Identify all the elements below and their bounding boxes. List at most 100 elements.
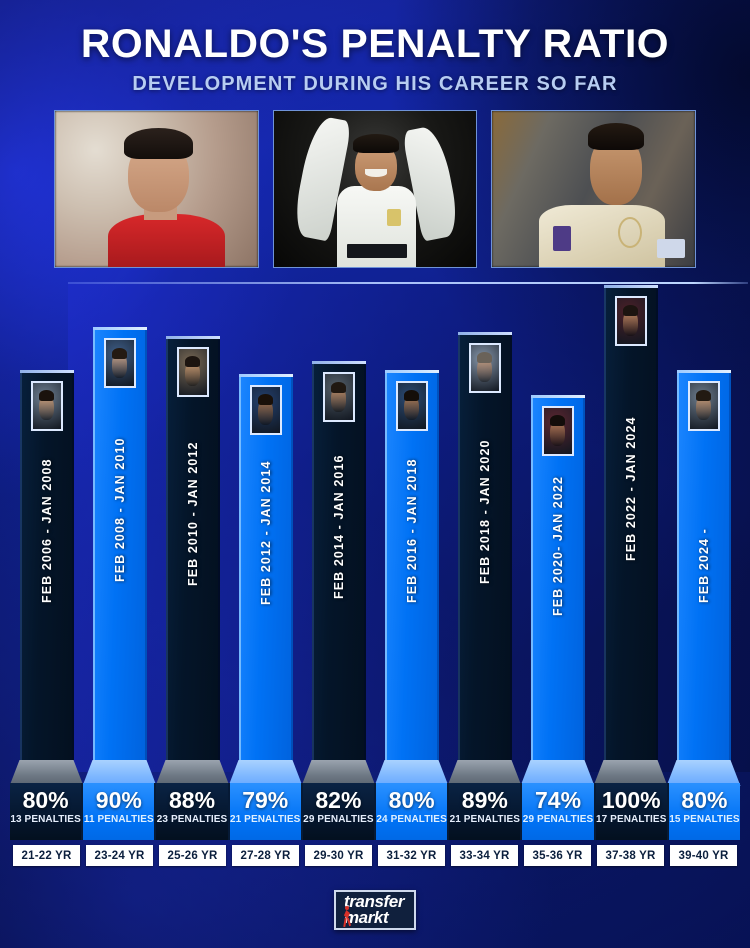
age-cell: 37-38 YR	[594, 845, 667, 866]
value-cell-23-24-yr[interactable]: 90% 11 PENALTIES	[81, 783, 155, 840]
bar-edge-l	[238, 376, 241, 760]
age-range-box[interactable]: 33-34 YR	[451, 845, 518, 866]
age-cell: 33-34 YR	[448, 845, 521, 866]
age-range-box[interactable]: 31-32 YR	[378, 845, 445, 866]
bar-top-cap	[603, 285, 658, 288]
photo-young-manchester-united	[54, 110, 259, 268]
bar-edge-r	[582, 398, 585, 760]
bar-shaft	[603, 288, 658, 760]
thumbnail-face	[331, 386, 346, 412]
value-cell-33-34-yr[interactable]: 89% 21 PENALTIES	[447, 783, 521, 840]
bar-37-38-yr[interactable]: FEB 2022 - JAN 2024	[603, 285, 658, 760]
bar-portrait-thumbnail	[395, 380, 428, 431]
bar-edge-r	[655, 288, 658, 760]
bar-chart: FEB 2006 - JAN 2008 FEB 2008 - JAN 2010 FE…	[0, 282, 750, 782]
thumbnail-face	[258, 398, 273, 425]
page-subtitle: DEVELOPMENT DURING HIS CAREER SO FAR	[132, 73, 618, 95]
penalties-count-label: 24 PENALTIES	[376, 814, 447, 825]
photo-real-madrid-celebration	[272, 110, 478, 268]
value-cell-27-28-yr[interactable]: 79% 21 PENALTIES	[227, 783, 301, 840]
bar-edge-l	[92, 330, 95, 760]
value-cell-21-22-yr[interactable]: 80% 13 PENALTIES	[10, 783, 82, 840]
percentage-value: 80%	[22, 787, 69, 813]
bar-39-40-yr[interactable]: FEB 2024 -	[676, 369, 731, 760]
bar-3d-top-face	[666, 760, 741, 786]
percentage-value: 100%	[601, 787, 661, 813]
value-cell-25-26-yr[interactable]: 88% 23 PENALTIES	[154, 783, 228, 840]
percentage-value: 90%	[95, 787, 142, 813]
thumbnail-hair	[549, 415, 566, 427]
thumbnail-hair	[403, 389, 420, 402]
thumbnail-face	[477, 356, 492, 383]
percentage-value: 74%	[535, 787, 582, 813]
age-range-box[interactable]: 21-22 YR	[13, 845, 80, 866]
bar-3d-top-face	[228, 760, 303, 786]
age-range-box[interactable]: 23-24 YR	[86, 845, 153, 866]
percentage-value: 89%	[461, 787, 508, 813]
age-cell: 29-30 YR	[302, 845, 375, 866]
bar-33-34-yr[interactable]: FEB 2018 - JAN 2020	[457, 331, 512, 760]
bar-3d-top-29-30-yr	[301, 760, 376, 786]
age-cell: 25-26 YR	[156, 845, 229, 866]
age-cell: 35-36 YR	[521, 845, 594, 866]
penalties-count-label: 21 PENALTIES	[229, 814, 301, 825]
bar-edge-l	[530, 398, 533, 760]
bar-27-28-yr[interactable]: FEB 2012 - JAN 2014	[238, 373, 293, 760]
age-cell: 39-40 YR	[667, 845, 740, 866]
age-range-box[interactable]: 25-26 YR	[159, 845, 226, 866]
bar-31-32-yr[interactable]: FEB 2016 - JAN 2018	[384, 369, 439, 760]
percentage-value: 80%	[681, 787, 728, 813]
penalties-count-label: 13 PENALTIES	[10, 814, 81, 825]
percentage-value: 82%	[315, 787, 362, 813]
photo-club-crest	[618, 217, 643, 249]
photo-captain-armband	[656, 238, 685, 258]
thumbnail-face	[623, 309, 638, 336]
bar-3d-top-39-40-yr	[666, 760, 741, 786]
bar-29-30-yr[interactable]: FEB 2014 - JAN 2016	[311, 361, 366, 760]
bar-3d-top-face	[593, 760, 668, 786]
age-range-box[interactable]: 39-40 YR	[670, 845, 737, 866]
bar-21-22-yr[interactable]: FEB 2006 - JAN 2008	[19, 369, 74, 760]
bar-23-24-yr[interactable]: FEB 2008 - JAN 2010	[92, 327, 147, 760]
photo-club-badge	[387, 209, 402, 227]
value-cell-35-36-yr[interactable]: 74% 29 PENALTIES	[520, 783, 594, 840]
photo-strip	[54, 110, 697, 268]
bar-3d-top-27-28-yr	[228, 760, 303, 786]
value-cell-29-30-yr[interactable]: 82% 29 PENALTIES	[300, 783, 375, 840]
bar-portrait-thumbnail	[30, 380, 63, 431]
bar-portrait-thumbnail	[687, 380, 720, 431]
bar-portrait-thumbnail	[541, 406, 574, 456]
bar-portrait-thumbnail	[103, 338, 136, 389]
bar-top-cap	[457, 331, 512, 335]
bar-3d-top-face	[82, 760, 157, 786]
bar-edge-r	[728, 372, 731, 760]
bar-35-36-yr[interactable]: FEB 2020- JAN 2022	[530, 395, 585, 760]
age-range-box[interactable]: 27-28 YR	[232, 845, 299, 866]
bar-edge-l	[165, 338, 168, 760]
thumbnail-face	[550, 419, 565, 446]
bar-edge-r	[217, 338, 220, 760]
running-figure-icon	[343, 906, 352, 928]
age-cell: 31-32 YR	[375, 845, 448, 866]
bar-edge-l	[676, 372, 679, 760]
thumbnail-hair	[38, 389, 55, 402]
value-cell-31-32-yr[interactable]: 80% 24 PENALTIES	[374, 783, 448, 840]
bar-top-cap	[530, 395, 585, 398]
thumbnail-hair	[622, 305, 639, 317]
bar-edge-l	[19, 372, 22, 760]
bar-edge-l	[603, 288, 606, 760]
age-range-box[interactable]: 35-36 YR	[524, 845, 591, 866]
bar-25-26-yr[interactable]: FEB 2010 - JAN 2012	[165, 335, 220, 760]
penalties-count-label: 29 PENALTIES	[303, 814, 374, 825]
age-range-box[interactable]: 29-30 YR	[305, 845, 372, 866]
value-cell-37-38-yr[interactable]: 100% 17 PENALTIES	[593, 783, 667, 840]
bar-edge-r	[509, 334, 512, 760]
transfermarkt-logo[interactable]: transfer markt	[333, 890, 417, 930]
footer: transfer markt	[0, 880, 750, 948]
value-cell-39-40-yr[interactable]: 80% 15 PENALTIES	[666, 783, 741, 840]
penalties-count-label: 15 PENALTIES	[669, 814, 740, 825]
thumbnail-hair	[476, 351, 493, 363]
photo-hair	[123, 128, 193, 160]
age-range-box[interactable]: 37-38 YR	[597, 845, 664, 866]
thumbnail-hair	[330, 381, 347, 393]
